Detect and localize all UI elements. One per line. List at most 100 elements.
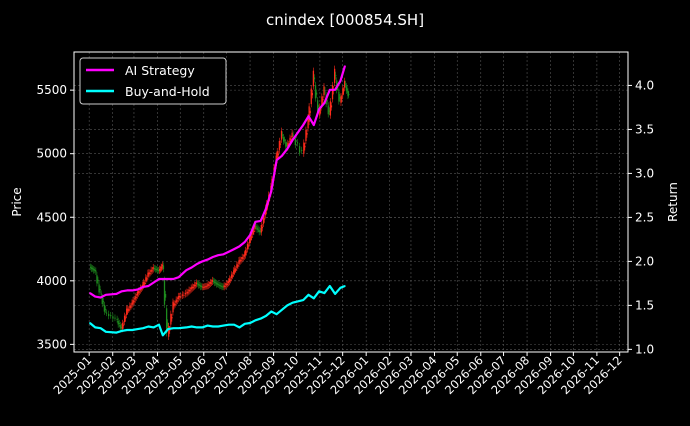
candle-body [331,85,334,100]
candle-body [107,313,110,317]
buy-and-hold-line-point [344,285,346,287]
buy-and-hold-line-point [206,324,209,327]
candle-body [311,92,313,96]
candle-body [276,151,278,161]
ai-strategy-line-point [270,190,273,192]
candle-body [95,270,97,272]
candle-body [126,308,128,315]
candle-body [143,281,145,286]
buy-and-hold-line-point [172,327,175,330]
y-axis-label: Price [10,187,24,216]
buy-and-hold-line-point [185,326,188,329]
candle-body [309,110,311,114]
y-tick-label: 5000 [36,147,67,161]
candle-body [110,315,112,317]
ai-strategy-line-point [275,159,278,162]
ai-strategy-line-point [161,278,164,280]
candle-body [218,284,220,286]
ai-strategy-line-point [233,248,235,250]
candle-body [133,301,135,303]
candle-body [285,142,287,147]
buy-and-hold-line-point [318,290,320,293]
candle-body [277,153,279,155]
candle-body [132,300,134,304]
candle-body [241,256,243,260]
candle-body [348,93,350,95]
y2-tick-label: 3.0 [635,166,654,180]
buy-and-hold-line-point [228,323,230,326]
candle-body [156,269,159,271]
ai-strategy-line-point [217,254,219,257]
candle-body [319,106,321,116]
candle-body [97,279,99,281]
candle-body [296,142,299,144]
candle-body [200,285,202,287]
candle-body [175,299,177,303]
candle-body [100,293,102,295]
y2-axis-label: Return [666,182,680,222]
candle-body [151,270,153,272]
ai-strategy-line-point [142,286,144,288]
candle-body [167,322,169,327]
ai-strategy-line-point [265,207,267,210]
candle-body [186,291,188,294]
ai-strategy-line-point [201,260,204,263]
candle-body [193,284,196,287]
candle-body [330,105,333,108]
ai-strategy-line-point [115,293,118,295]
candle-body [164,294,167,298]
candle-body [307,117,309,129]
candle-body [258,229,260,233]
y-tick-label: 4000 [36,274,67,288]
candle-body [344,80,346,88]
buy-and-hold-line-point [147,325,150,328]
ai-strategy-line-point [196,263,198,265]
ai-strategy-line-point [286,147,289,150]
ai-strategy-line-point [121,290,123,293]
ai-strategy-line-point [94,295,97,298]
candle-body [245,251,248,253]
candle-body [130,306,132,308]
ai-strategy-line-point [131,289,134,292]
candle-body [146,278,148,280]
y2-tick-label: 2.5 [635,210,654,224]
buy-and-hold-line-point [89,322,91,324]
candle-body [124,317,127,319]
candle-body [209,282,211,284]
candle-body [255,226,257,228]
ai-strategy-line-point [167,278,169,280]
y-tick-label: 5500 [36,83,67,97]
candle-body [129,305,131,309]
candle-body [162,265,165,270]
buy-and-hold-line-point [196,326,198,329]
candle-body [246,243,249,250]
candle-body [226,283,228,285]
lines [89,65,346,337]
candle-body [230,274,233,279]
buy-and-hold-line-point [126,329,128,331]
candle-body [221,286,223,288]
buy-and-hold-line-point [222,324,225,327]
candle-body [199,284,201,286]
candle-body [235,269,237,271]
candle-body [304,145,306,148]
buy-and-hold-line-point [286,304,289,307]
candle-body [190,287,192,290]
candle-body [252,229,254,235]
candle-body [207,284,209,286]
buy-and-hold-line-point [328,285,331,287]
candle-body [131,302,133,306]
candle-body [294,138,296,146]
ai-strategy-line-point [334,89,336,91]
candle-body [153,268,155,270]
buy-and-hold-line-point [238,326,241,329]
candle-body [305,129,307,141]
candle-body [324,90,326,92]
buy-and-hold-line-point [254,319,257,322]
candle-body [134,296,136,300]
ai-strategy-line-point [243,241,246,243]
candle-body [220,285,222,287]
candle-body [174,304,176,306]
candle-body [322,99,324,101]
buy-and-hold-line-point [243,323,246,325]
